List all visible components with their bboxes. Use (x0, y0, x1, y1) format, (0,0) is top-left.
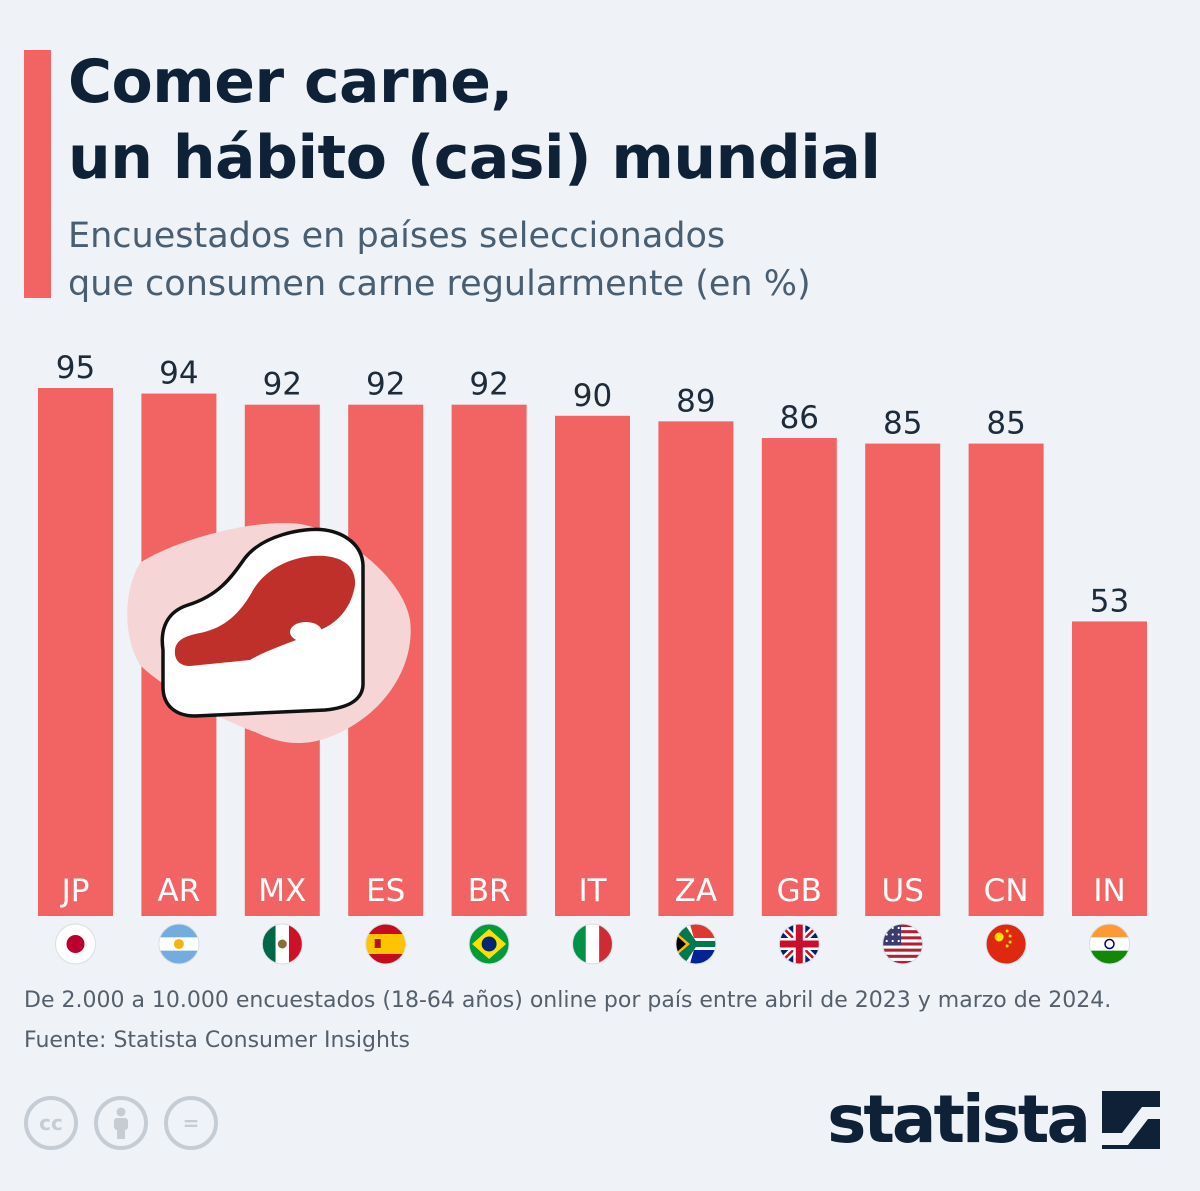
no-derivatives-icon: = (164, 1096, 218, 1150)
value-label-US: 85 (883, 406, 922, 442)
bar-JP (38, 388, 113, 916)
flag-united-states-icon (882, 924, 923, 964)
category-label-JP: JP (60, 873, 90, 909)
category-label-ES: ES (366, 873, 405, 909)
steak-icon (127, 522, 411, 744)
subtitle-line-1: Encuestados en países seleccionados (68, 216, 726, 256)
title-accent-bar (24, 50, 51, 298)
survey-note: De 2.000 a 10.000 encuestados (18-64 año… (24, 988, 1112, 1013)
bar-GB (761, 438, 837, 916)
bar-ZA (658, 421, 734, 916)
flag-argentina-icon (158, 924, 199, 964)
bar-BR (451, 404, 527, 916)
value-label-GB: 86 (780, 400, 819, 436)
value-label-BR: 92 (469, 367, 508, 403)
flag-china-icon (986, 924, 1027, 964)
category-label-AR: AR (158, 873, 201, 909)
value-label-ZA: 89 (676, 383, 715, 419)
cc-icon-text: cc (39, 1111, 63, 1135)
page-title: Comer carne, un hábito (casi) mundial (68, 44, 881, 196)
attribution-icon (94, 1096, 148, 1150)
page-subtitle: Encuestados en países seleccionados que … (68, 212, 811, 308)
category-label-CN: CN (984, 873, 1029, 909)
license-icons: cc = (24, 1096, 218, 1150)
category-label-GB: GB (777, 873, 822, 909)
bar-IN (1072, 621, 1147, 916)
value-label-MX: 92 (263, 367, 302, 403)
bar-CN (968, 443, 1044, 916)
value-label-JP: 95 (56, 350, 95, 386)
flag-italy-icon (572, 924, 613, 964)
flag-spain-icon (365, 924, 406, 964)
value-label-AR: 94 (159, 356, 198, 392)
cc-icon: cc (24, 1096, 78, 1150)
category-label-ZA: ZA (675, 873, 717, 909)
category-label-IT: IT (578, 873, 607, 909)
category-label-IN: IN (1093, 873, 1125, 909)
value-label-ES: 92 (366, 367, 405, 403)
flag-japan-icon (55, 924, 96, 964)
source-note: Fuente: Statista Consumer Insights (24, 1028, 410, 1053)
title-line-1: Comer carne, (68, 47, 513, 117)
value-label-IT: 90 (573, 378, 612, 414)
title-line-2: un hábito (casi) mundial (68, 123, 881, 193)
bar-US (865, 443, 941, 916)
flag-brazil-icon (469, 924, 510, 964)
value-label-IN: 53 (1090, 583, 1129, 619)
category-label-BR: BR (468, 873, 511, 909)
flag-united-kingdom-icon (779, 924, 820, 964)
flag-india-icon (1089, 924, 1130, 964)
brand-name: statista (827, 1081, 1091, 1158)
statista-logo-icon (1102, 1091, 1160, 1149)
value-label-CN: 85 (986, 406, 1025, 442)
category-label-US: US (882, 873, 924, 909)
bar-chart: 95 JP 94 AR 92 MX 92 ES 92 BR 90 IT 89 ZA 86 GB 85 US 85 CN… (38, 350, 1147, 965)
flag-mexico-icon (262, 924, 303, 964)
category-label-MX: MX (258, 873, 306, 909)
bar-IT (555, 415, 630, 916)
flag-south-africa-icon (675, 924, 716, 964)
subtitle-line-2: que consumen carne regularmente (en %) (68, 264, 811, 304)
statista-logo: statista (827, 1085, 1162, 1155)
nd-icon-text: = (182, 1111, 200, 1135)
